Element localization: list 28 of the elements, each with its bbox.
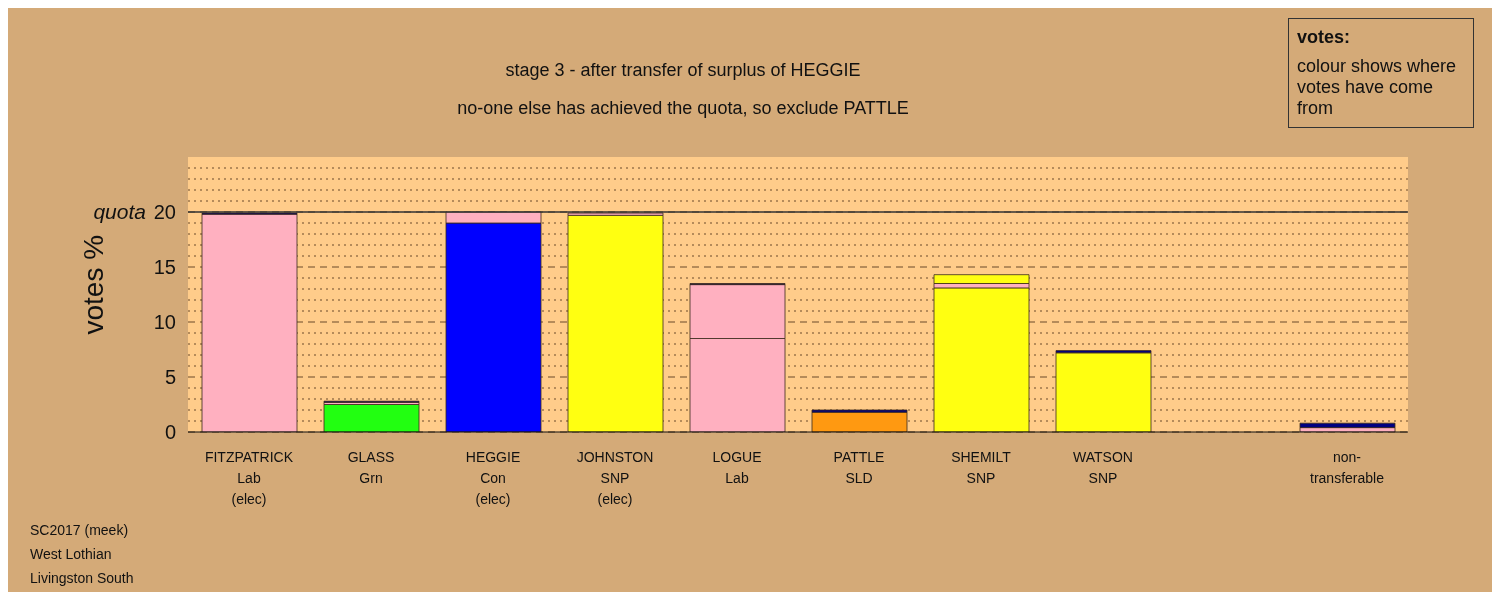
x-tick-label: LOGUE Lab	[712, 449, 762, 486]
y-tick-label: 0	[164, 421, 176, 443]
x-tick-label: WATSON SNP	[1073, 449, 1133, 486]
x-tick-label: SHEMILT SNP	[951, 449, 1012, 486]
y-tick-label: 15	[153, 256, 176, 278]
bar	[323, 404, 420, 432]
text: West Lothian	[30, 546, 113, 564]
x-tick-label: FITZPATRICK Lab (elec)	[204, 449, 294, 507]
x-tick-label: JOHNSTON SNP (elec)	[576, 449, 654, 507]
text: votes:	[1297, 27, 1351, 48]
bar	[933, 287, 1030, 432]
x-tick-label: non- transferable	[1310, 449, 1385, 486]
y-tick-label: 5	[164, 366, 176, 388]
chart-subtitle: no-one else has achieved the quota, so exclude PATTLE	[457, 98, 909, 118]
x-tick-label: GLASS Grn	[347, 449, 395, 486]
x-tick-label: PATTLE SLD	[833, 449, 885, 486]
chart-title: stage 3 - after transfer of surplus of HEGGIE	[505, 60, 861, 80]
text: SC2017 (meek)	[30, 522, 130, 540]
ref-line-label: quota	[93, 200, 146, 223]
text: Livingston South	[30, 570, 134, 588]
bar	[567, 214, 664, 432]
y-tick-label: 20	[153, 201, 176, 223]
x-tick-label: HEGGIE Con (elec)	[465, 449, 521, 507]
bar	[1055, 352, 1152, 432]
y-tick-label: 10	[153, 311, 176, 333]
text: colour shows where votes have come from	[1297, 56, 1458, 119]
bar	[811, 411, 908, 432]
y-axis-title: votes %	[77, 234, 109, 335]
